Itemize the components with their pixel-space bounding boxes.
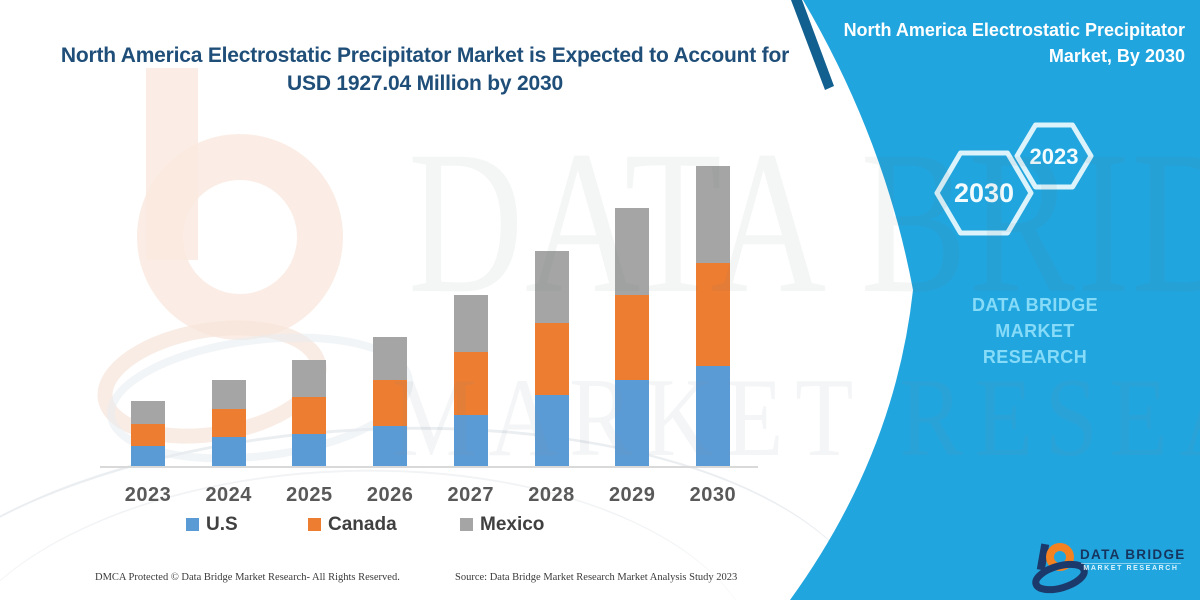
bar-segment-2024-US: [211, 436, 246, 466]
footer-source-text: Source: Data Bridge Market Research Mark…: [455, 572, 738, 583]
legend-label-Canada: Canada: [328, 514, 397, 535]
bar-segment-2024-Canada: [211, 409, 246, 437]
bar-segment-2023-Canada: [131, 423, 165, 446]
x-tick-label-2023: 2023: [124, 484, 172, 506]
legend-item-US: U.S: [186, 514, 238, 536]
bar-segment-2029-Canada: [615, 294, 650, 381]
bar-segment-2024-Mexico: [211, 380, 246, 410]
chart-title-line2: USD 1927.04 Million by 2030: [287, 72, 563, 95]
bar-segment-2026-Mexico: [373, 337, 408, 381]
sidebar-title-line2: Market, By 2030: [1048, 46, 1185, 66]
hexagon-2030-label: 2030: [954, 178, 1014, 208]
sidebar-org-name: DATA BRIDGE MARKET RESEARCH: [930, 292, 1140, 370]
databridge-logo-mark: [1032, 543, 1088, 594]
hexagon-2023-outline: [1014, 122, 1094, 190]
legend-label-US: U.S: [206, 514, 238, 535]
chart-title-line1: North America Electrostatic Precipitator…: [60, 44, 790, 67]
bar-segment-2028-Canada: [534, 322, 569, 396]
sidebar-dark-accent-triangle: [791, 0, 834, 90]
x-tick-label-2027: 2027: [447, 484, 495, 506]
legend-swatch-US: [186, 518, 199, 531]
x-tick-label-2026: 2026: [366, 484, 414, 506]
sidebar-org-line1: DATA BRIDGE MARKET: [971, 295, 1099, 341]
sidebar-background: [790, 0, 1200, 600]
sidebar-org-line2: RESEARCH: [982, 347, 1088, 367]
sidebar-title: North America Electrostatic Precipitator…: [805, 17, 1185, 69]
legend-item-Canada: Canada: [308, 514, 397, 536]
legend-swatch-Canada: [308, 518, 321, 531]
x-tick-label-2029: 2029: [608, 484, 656, 506]
bar-segment-2029-Mexico: [615, 208, 650, 295]
bar-segment-2025-Mexico: [292, 360, 327, 397]
bar-segment-2030-US: [695, 366, 730, 466]
bar-segment-2028-US: [534, 395, 569, 466]
bar-segment-2025-Canada: [292, 396, 327, 434]
x-tick-label-2025: 2025: [286, 484, 333, 506]
logo-b-stem: [1036, 543, 1050, 571]
bar-segment-2030-Mexico: [695, 166, 730, 263]
hexagon-2023-badge: 2023: [1014, 122, 1094, 190]
bar-segment-2023-US: [131, 445, 165, 466]
bar-segment-2027-Canada: [453, 352, 488, 415]
x-axis-line: [100, 466, 758, 468]
bar-segment-2030-Canada: [695, 262, 730, 367]
sidebar-title-line1: North America Electrostatic Precipitator: [843, 20, 1185, 40]
watermark-b-bowl: [137, 134, 343, 340]
chart-title: North America Electrostatic Precipitator…: [60, 42, 790, 98]
bar-segment-2027-Mexico: [453, 294, 488, 353]
legend-item-Mexico: Mexico: [460, 514, 544, 536]
bar-segment-2023-Mexico: [131, 400, 165, 424]
x-tick-label-2030: 2030: [689, 484, 737, 506]
hexagon-2023-label: 2023: [1030, 144, 1079, 169]
x-tick-label-2028: 2028: [528, 484, 575, 506]
logo-b-swoosh-navy: [1032, 560, 1088, 594]
bar-segment-2026-Canada: [373, 380, 408, 426]
bar-segment-2026-US: [373, 425, 408, 466]
logo-wordmark-sub: MARKET RESEARCH: [1081, 563, 1181, 572]
watermark-gray-swoosh: [106, 333, 414, 463]
legend-label-Mexico: Mexico: [480, 514, 545, 535]
hexagon-2030-badge: 2030: [934, 150, 1034, 236]
logo-wordmark: DATA BRIDGE: [1080, 547, 1186, 562]
bar-segment-2029-US: [615, 380, 650, 466]
footer-dmca-text: DMCA Protected © Data Bridge Market Rese…: [95, 572, 400, 583]
bar-segment-2025-US: [292, 433, 327, 466]
legend-swatch-Mexico: [460, 518, 473, 531]
bar-segment-2027-US: [453, 414, 488, 466]
bar-segment-2028-Mexico: [534, 251, 569, 323]
x-tick-label-2024: 2024: [205, 484, 252, 506]
hexagon-2030-outline: [934, 150, 1034, 236]
